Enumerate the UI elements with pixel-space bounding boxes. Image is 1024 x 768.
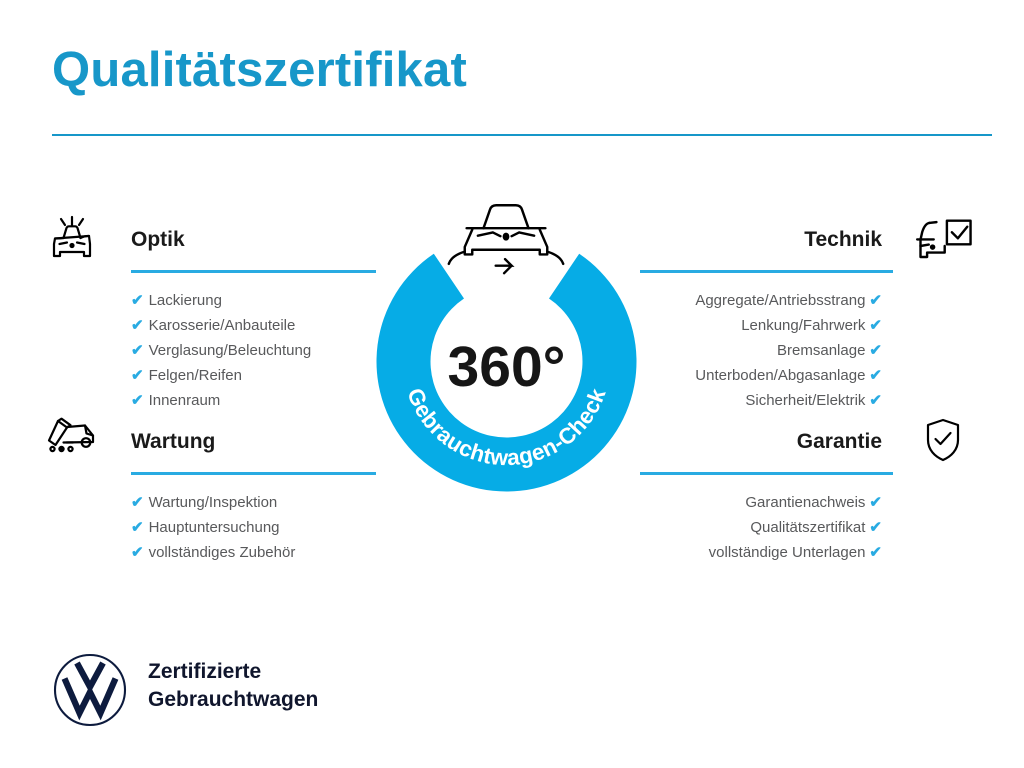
svg-text:360°: 360°: [448, 335, 566, 399]
